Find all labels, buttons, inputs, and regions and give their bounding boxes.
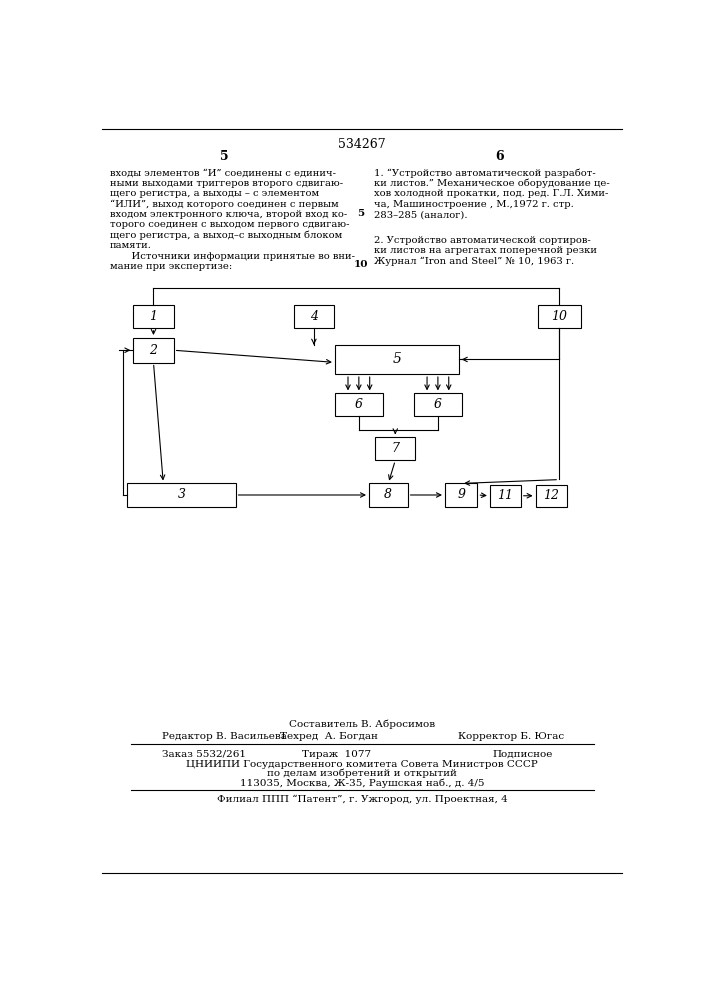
Text: Заказ 5532/261: Заказ 5532/261: [162, 750, 246, 759]
Text: мание при экспертизе:: мание при экспертизе:: [110, 262, 233, 271]
Text: 11: 11: [497, 489, 513, 502]
Text: 6: 6: [355, 398, 363, 411]
Text: 2. Устройство автоматической сортиров-: 2. Устройство автоматической сортиров-: [373, 236, 590, 245]
Text: ными выходами триггеров второго сдвигаю-: ными выходами триггеров второго сдвигаю-: [110, 179, 343, 188]
Text: Составитель В. Абросимов: Составитель В. Абросимов: [289, 720, 435, 729]
Bar: [445, 483, 477, 507]
Text: 5: 5: [392, 352, 402, 366]
Text: входы элементов “И” соединены с единич-: входы элементов “И” соединены с единич-: [110, 169, 336, 178]
Text: ки листов.” Механическое оборудование це-: ки листов.” Механическое оборудование це…: [373, 179, 609, 188]
Text: 5: 5: [220, 150, 228, 163]
Text: Журнал “Iron and Steel” № 10, 1963 г.: Журнал “Iron and Steel” № 10, 1963 г.: [373, 257, 573, 266]
Text: 10: 10: [354, 260, 368, 269]
Bar: [535, 485, 566, 507]
Text: по делам изобретений и открытий: по делам изобретений и открытий: [267, 769, 457, 778]
Text: 6: 6: [495, 150, 503, 163]
Bar: [134, 338, 174, 363]
Text: 5: 5: [358, 209, 365, 218]
Bar: [134, 305, 174, 328]
Text: 12: 12: [543, 489, 559, 502]
Text: 6: 6: [434, 398, 442, 411]
Bar: [369, 483, 408, 507]
Text: 1. “Устройство автоматической разработ-: 1. “Устройство автоматической разработ-: [373, 169, 595, 178]
Text: Тираж  1077: Тираж 1077: [302, 750, 371, 759]
Text: 2: 2: [149, 344, 158, 357]
Text: ЦНИИПИ Государственного комитета Совета Министров СССР: ЦНИИПИ Государственного комитета Совета …: [186, 760, 538, 769]
Text: щего регистра, а выходы – с элементом: щего регистра, а выходы – с элементом: [110, 189, 319, 198]
Bar: [335, 345, 459, 374]
Bar: [335, 393, 383, 416]
Bar: [414, 393, 462, 416]
Bar: [538, 305, 580, 328]
Text: хов холодной прокатки, под. ред. Г.Л. Хими-: хов холодной прокатки, под. ред. Г.Л. Хи…: [373, 189, 608, 198]
Text: 534267: 534267: [338, 138, 386, 151]
Text: 1: 1: [149, 310, 158, 323]
Bar: [490, 485, 521, 507]
Text: памяти.: памяти.: [110, 241, 152, 250]
Text: “ИЛИ”, выход которого соединен с первым: “ИЛИ”, выход которого соединен с первым: [110, 200, 339, 209]
Bar: [375, 437, 416, 460]
Bar: [127, 483, 235, 507]
Text: 8: 8: [385, 488, 392, 501]
Text: Редактор В. Васильева: Редактор В. Васильева: [162, 732, 287, 741]
Text: 7: 7: [391, 442, 399, 455]
Text: 3: 3: [177, 488, 185, 501]
Text: Источники информации принятые во вни-: Источники информации принятые во вни-: [119, 252, 356, 261]
Text: Техред  А. Богдан: Техред А. Богдан: [280, 732, 378, 741]
Text: торого соединен с выходом первого сдвигаю-: торого соединен с выходом первого сдвига…: [110, 220, 349, 229]
Text: 9: 9: [457, 488, 465, 501]
Bar: [293, 305, 334, 328]
Text: 10: 10: [551, 310, 567, 323]
Text: Корректор Б. Югас: Корректор Б. Югас: [457, 732, 563, 741]
Text: 113035, Москва, Ж-35, Раушская наб., д. 4/5: 113035, Москва, Ж-35, Раушская наб., д. …: [240, 778, 484, 788]
Text: ки листов на агрегатах поперечной резки: ки листов на агрегатах поперечной резки: [373, 246, 597, 255]
Text: 283–285 (аналог).: 283–285 (аналог).: [373, 210, 467, 219]
Text: 4: 4: [310, 310, 318, 323]
Text: щего регистра, а выход–с выходным блоком: щего регистра, а выход–с выходным блоком: [110, 231, 342, 240]
Text: Филиал ППП “Патент”, г. Ужгород, ул. Проектная, 4: Филиал ППП “Патент”, г. Ужгород, ул. Про…: [216, 794, 508, 804]
Text: входом электронного ключа, второй вход ко-: входом электронного ключа, второй вход к…: [110, 210, 347, 219]
Text: ча, Машиностроение , М.,1972 г. стр.: ча, Машиностроение , М.,1972 г. стр.: [373, 200, 573, 209]
Text: Подписное: Подписное: [492, 750, 553, 759]
